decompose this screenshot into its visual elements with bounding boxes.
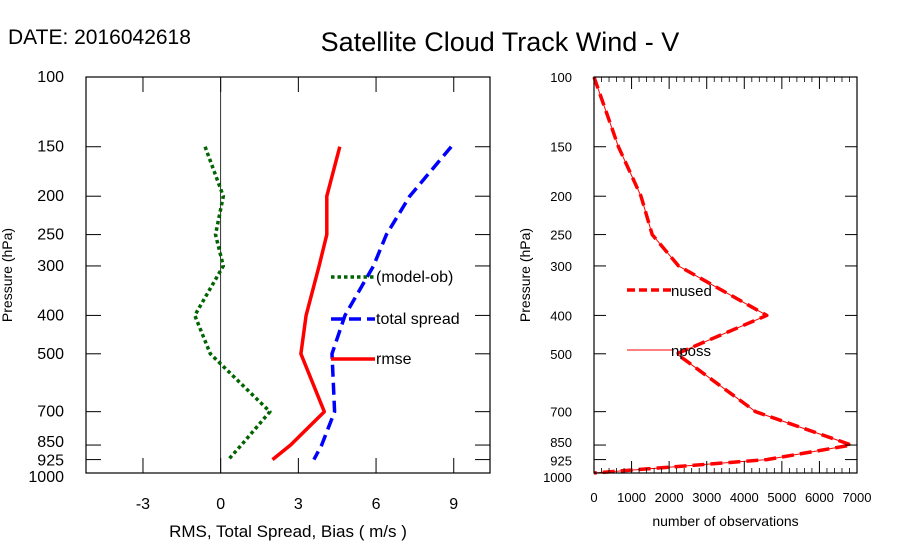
x-tick-label: -3 xyxy=(136,496,150,513)
y-tick-label: 150 xyxy=(550,140,572,155)
y-tick-label: 700 xyxy=(37,404,64,421)
y-tick-label: 150 xyxy=(37,139,64,156)
y-tick-label: 100 xyxy=(550,70,572,85)
y-tick-label: 1000 xyxy=(28,469,64,486)
y-tick-label: 200 xyxy=(37,188,64,205)
x-tick-label: 2000 xyxy=(655,490,684,505)
x-tick-label: 4000 xyxy=(730,490,759,505)
date-label: DATE: 2016042618 xyxy=(8,26,191,49)
y-axis-label: Pressure (hPa) xyxy=(517,228,533,322)
x-tick-label: 1000 xyxy=(617,490,646,505)
x-axis-label: RMS, Total Spread, Bias ( m/s ) xyxy=(169,522,407,541)
series-line-rmse xyxy=(271,146,342,461)
y-tick-label: 400 xyxy=(37,307,64,324)
legend-label: nposs xyxy=(671,343,711,360)
series-line-nused xyxy=(592,76,854,475)
y-tick-label: 850 xyxy=(550,435,572,450)
y-tick-label: 925 xyxy=(37,453,64,470)
y-tick-label: 250 xyxy=(37,227,64,244)
y-tick-label: 250 xyxy=(550,228,572,243)
legend-label: (model-ob) xyxy=(376,269,453,286)
y-tick-label: 200 xyxy=(550,189,572,204)
y-tick-label: 400 xyxy=(550,308,572,323)
x-tick-label: 3 xyxy=(294,496,303,513)
x-tick-label: 3000 xyxy=(692,490,721,505)
plot-frame xyxy=(85,76,491,474)
x-tick-label: 6000 xyxy=(805,490,834,505)
chart-title: Satellite Cloud Track Wind - V xyxy=(321,27,680,57)
series-line-model-ob xyxy=(193,146,272,461)
y-tick-label: 1000 xyxy=(543,470,572,485)
x-tick-label: 6 xyxy=(372,496,381,513)
y-tick-label: 300 xyxy=(37,258,64,275)
plot-frame xyxy=(593,76,858,474)
series-line-nposs xyxy=(593,76,852,474)
legend-label: total spread xyxy=(376,311,460,328)
y-tick-label: 850 xyxy=(37,434,64,451)
x-axis-label: number of observations xyxy=(652,513,798,529)
x-tick-label: 5000 xyxy=(767,490,796,505)
y-tick-label: 300 xyxy=(550,259,572,274)
series-line-total-spread xyxy=(312,145,453,461)
x-tick-label: 0 xyxy=(216,496,225,513)
y-tick-label: 925 xyxy=(550,454,572,469)
y-tick-label: 500 xyxy=(37,346,64,363)
legend-label: nused xyxy=(671,283,712,300)
legend-label: rmse xyxy=(376,351,412,368)
y-tick-label: 700 xyxy=(550,405,572,420)
y-tick-label: 500 xyxy=(550,347,572,362)
x-tick-label: 7000 xyxy=(843,490,872,505)
y-tick-label: 100 xyxy=(37,69,64,86)
x-tick-label: 9 xyxy=(449,496,458,513)
x-tick-label: 0 xyxy=(590,490,597,505)
y-axis-label: Pressure (hPa) xyxy=(0,228,15,322)
